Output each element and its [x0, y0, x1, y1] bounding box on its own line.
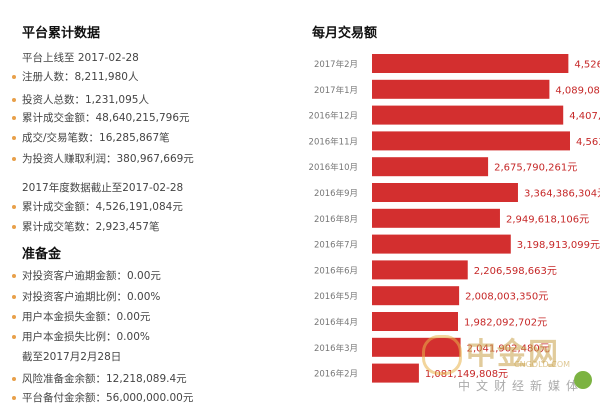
category-label: 2016年4月	[314, 317, 358, 328]
badge-icon	[574, 371, 592, 389]
bullet-icon	[12, 376, 16, 381]
value-label: 4,407,446,985元	[569, 111, 600, 122]
bar	[372, 234, 511, 254]
category-label: 2017年1月	[314, 85, 358, 96]
category-label: 2016年7月	[314, 240, 358, 251]
value-label: 2,949,618,106元	[506, 214, 589, 225]
value-label: 2,206,598,663元	[474, 266, 557, 277]
stat-row: 累计成交金额：48,640,215,796元	[12, 110, 190, 125]
stat-row: 投资人总数：1,231,095人	[12, 92, 149, 107]
bar	[372, 312, 458, 331]
bullet-icon	[12, 314, 16, 319]
bar	[372, 286, 460, 306]
value-label: 3,364,386,304元	[524, 189, 600, 200]
value-label: 2,041,902,480元	[467, 343, 550, 354]
stat-row: 用户本金损失金额：0.00元	[12, 309, 150, 324]
stat-row: 对投资客户逾期比例：0.00%	[12, 289, 160, 304]
monthly-volume-chart: 2017年2月 4,526,191,084元 2017年1月 4,089,084,82…	[309, 54, 600, 383]
stat-row: 为投资人赚取利润：380,967,669元	[12, 151, 194, 166]
stat-row: 注册人数：8,211,980人	[12, 69, 138, 84]
value-label: 4,526,191,084元	[574, 60, 600, 71]
bar	[372, 157, 489, 177]
value-label: 1,081,149,808元	[425, 369, 508, 380]
watermark: 中金网 CNGOLD.COM 中文财经新媒体	[422, 327, 592, 397]
category-label: 2016年5月	[314, 291, 358, 302]
category-label: 2016年12月	[309, 111, 358, 122]
watermark-domain: CNGOLD.COM	[514, 360, 571, 369]
stat-row: 累计成交金额：4,526,191,084元	[12, 199, 183, 214]
value-label: 2,008,003,350元	[465, 292, 548, 303]
stat-row: 成交/交易笔数：16,285,867笔	[12, 130, 170, 145]
bullet-icon	[12, 115, 16, 120]
bar	[372, 105, 564, 125]
bullet-icon	[12, 395, 16, 400]
platform-stats-title: 平台累计数据	[22, 26, 101, 41]
watermark-slogan: 中文财经新媒体	[458, 379, 585, 393]
bullet-icon	[12, 273, 16, 278]
bar	[372, 363, 419, 383]
monthly-volume-panel: 每月交易额 2017年2月 4,526,191,084元 2017年1月 4,089,…	[290, 0, 600, 403]
chart-title: 每月交易额	[312, 26, 378, 41]
bullet-icon	[12, 294, 16, 299]
category-label: 2016年10月	[309, 162, 358, 173]
bar	[372, 131, 570, 151]
logo-icon	[422, 335, 462, 375]
bar	[372, 260, 468, 280]
category-label: 2016年3月	[314, 343, 358, 354]
bullet-icon	[12, 204, 16, 209]
launch-date: 平台上线至 2017-02-28	[22, 52, 139, 64]
category-label: 2016年8月	[314, 214, 358, 225]
bullet-icon	[12, 74, 16, 79]
cutoff-date: 截至2017月2月28日	[22, 351, 122, 363]
category-label: 2016年6月	[314, 265, 358, 276]
bar	[372, 79, 550, 99]
stat-row: 用户本金损失比例：0.00%	[12, 329, 150, 344]
value-label: 3,198,913,099元	[517, 240, 600, 251]
bullet-icon	[12, 156, 16, 161]
stat-row: 累计成交笔数：2,923,457笔	[12, 219, 159, 234]
stat-row: 对投资客户逾期金额：0.00元	[12, 268, 161, 283]
stat-row: 风险准备金余额：12,218,089.4元	[12, 371, 187, 386]
platform-stats-panel: 平台累计数据 平台上线至 2017-02-28 注册人数：8,211,980人 …	[0, 0, 290, 405]
value-label: 1,982,092,702元	[464, 318, 547, 329]
category-label: 2016年2月	[314, 369, 358, 380]
bullet-icon	[12, 334, 16, 339]
watermark-brand: 中金网	[466, 337, 559, 372]
bar	[372, 208, 500, 228]
bullet-icon	[12, 224, 16, 229]
bar	[372, 54, 569, 73]
category-label: 2017年2月	[314, 59, 358, 70]
value-label: 2,675,790,261元	[494, 163, 577, 174]
reserve-title: 准备金	[22, 247, 62, 262]
category-label: 2016年11月	[309, 136, 358, 147]
bar	[372, 183, 518, 202]
value-label: 4,563,859,745元	[576, 137, 600, 148]
stat-row: 平台备付金余额：56,000,000.00元	[12, 390, 193, 405]
year-data-label: 2017年度数据截止至2017-02-28	[22, 182, 184, 194]
category-label: 2016年9月	[314, 188, 358, 199]
bullet-icon	[12, 97, 16, 102]
value-label: 4,089,084,821元	[555, 85, 600, 96]
bullet-icon	[12, 135, 16, 140]
